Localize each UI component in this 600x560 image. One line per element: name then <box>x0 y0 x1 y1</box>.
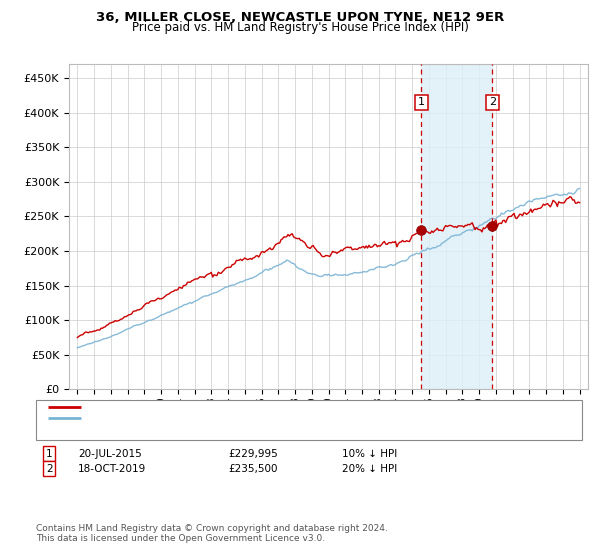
Text: 36, MILLER CLOSE, NEWCASTLE UPON TYNE, NE12 9ER (detached house): 36, MILLER CLOSE, NEWCASTLE UPON TYNE, N… <box>87 402 467 412</box>
Text: Price paid vs. HM Land Registry's House Price Index (HPI): Price paid vs. HM Land Registry's House … <box>131 21 469 34</box>
Text: 10% ↓ HPI: 10% ↓ HPI <box>342 449 397 459</box>
Text: £229,995: £229,995 <box>228 449 278 459</box>
Text: 20-JUL-2015: 20-JUL-2015 <box>78 449 142 459</box>
Text: 20% ↓ HPI: 20% ↓ HPI <box>342 464 397 474</box>
Text: 36, MILLER CLOSE, NEWCASTLE UPON TYNE, NE12 9ER: 36, MILLER CLOSE, NEWCASTLE UPON TYNE, N… <box>96 11 504 24</box>
Text: 1: 1 <box>46 449 53 459</box>
Text: HPI: Average price, detached house, North Tyneside: HPI: Average price, detached house, Nort… <box>87 413 358 423</box>
Bar <box>421 64 493 389</box>
Text: 1: 1 <box>418 97 425 108</box>
Text: 18-OCT-2019: 18-OCT-2019 <box>78 464 146 474</box>
Text: £235,500: £235,500 <box>228 464 277 474</box>
Text: 2: 2 <box>46 464 53 474</box>
Text: Contains HM Land Registry data © Crown copyright and database right 2024.
This d: Contains HM Land Registry data © Crown c… <box>36 524 388 543</box>
Text: 2: 2 <box>489 97 496 108</box>
